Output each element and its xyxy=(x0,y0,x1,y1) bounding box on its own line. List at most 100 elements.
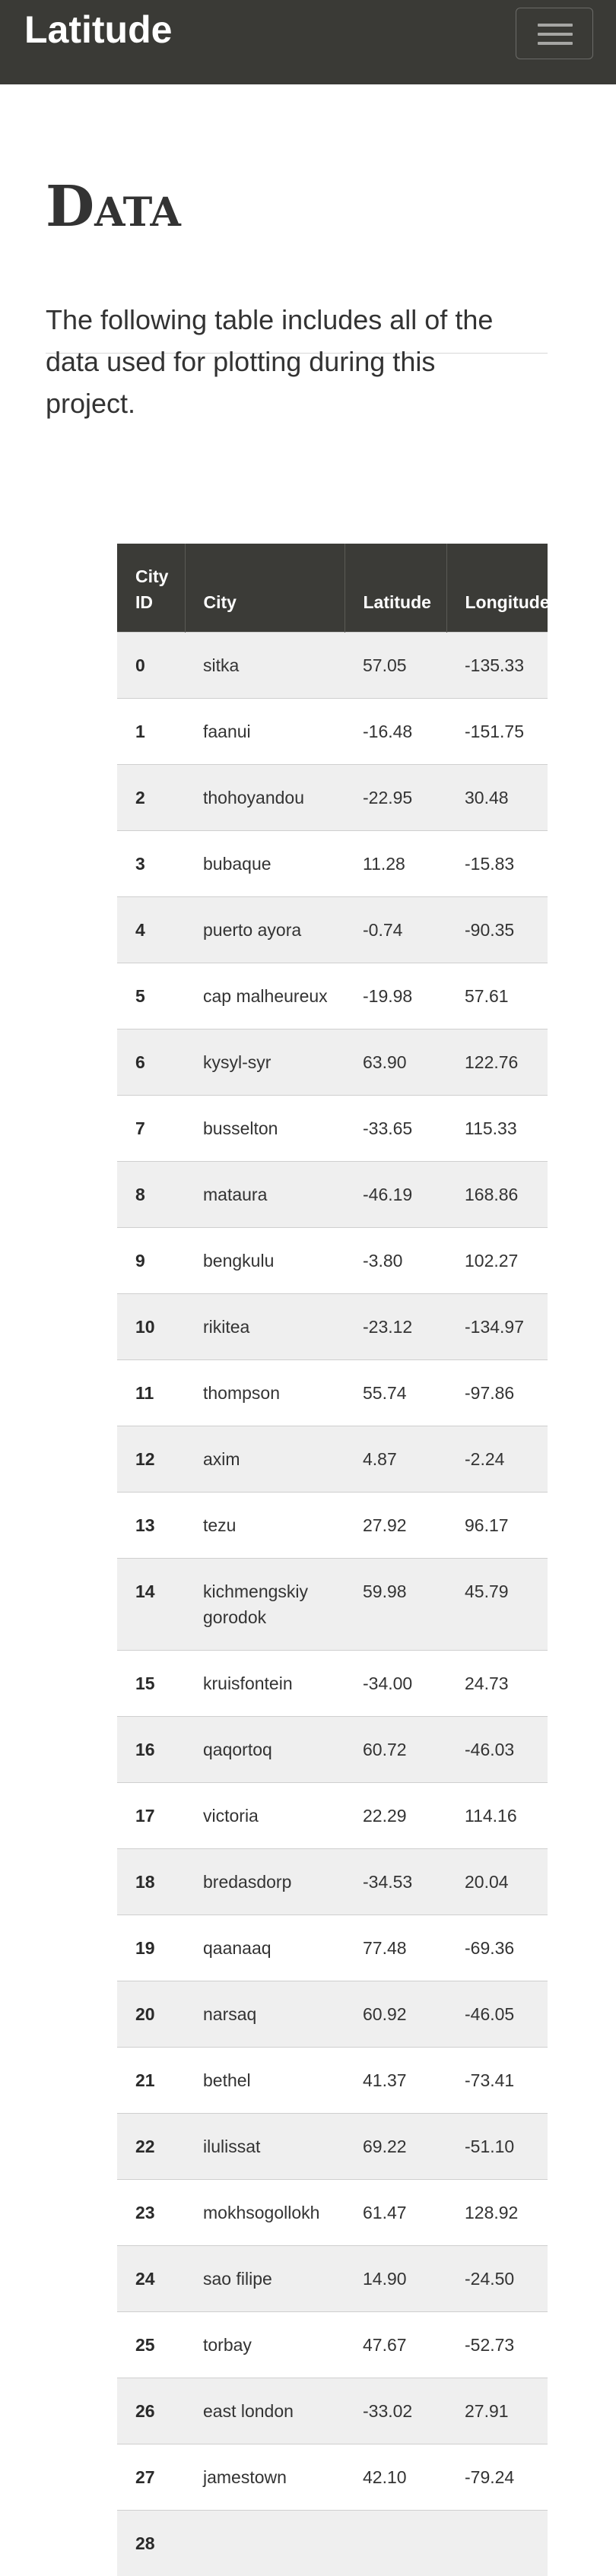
cell-city-id: 8 xyxy=(117,1162,185,1228)
cell-latitude: 59.98 xyxy=(345,1559,446,1651)
cell-city: mataura xyxy=(185,1162,345,1228)
hamburger-menu-icon xyxy=(538,24,573,27)
table-row: 28 xyxy=(117,2511,548,2576)
cell-city-id: 27 xyxy=(117,2444,185,2511)
cell-longitude: 114.16 xyxy=(446,1783,548,1849)
cell-longitude: -151.75 xyxy=(446,699,548,765)
cell-latitude: -3.80 xyxy=(345,1228,446,1294)
cell-city-id: 3 xyxy=(117,831,185,897)
cell-longitude: 122.76 xyxy=(446,1029,548,1096)
cell-city-id: 1 xyxy=(117,699,185,765)
cell-longitude: -51.10 xyxy=(446,2114,548,2180)
cell-city-id: 25 xyxy=(117,2312,185,2378)
cell-latitude: 42.10 xyxy=(345,2444,446,2511)
cell-city-id: 22 xyxy=(117,2114,185,2180)
cell-longitude: 20.04 xyxy=(446,1849,548,1915)
cell-city: tezu xyxy=(185,1493,345,1559)
cell-longitude: 115.33 xyxy=(446,1096,548,1162)
cell-latitude: -33.65 xyxy=(345,1096,446,1162)
cell-longitude: -79.24 xyxy=(446,2444,548,2511)
cell-city: sitka xyxy=(185,633,345,699)
cell-latitude xyxy=(345,2511,446,2576)
cell-longitude xyxy=(446,2511,548,2576)
cell-longitude: 96.17 xyxy=(446,1493,548,1559)
cell-latitude: -19.98 xyxy=(345,963,446,1029)
cell-city: ilulissat xyxy=(185,2114,345,2180)
cell-longitude: -134.97 xyxy=(446,1294,548,1360)
cell-city: rikitea xyxy=(185,1294,345,1360)
cell-city-id: 2 xyxy=(117,765,185,831)
cell-city-id: 11 xyxy=(117,1360,185,1426)
cell-latitude: -33.02 xyxy=(345,2378,446,2444)
cell-city: qaanaaq xyxy=(185,1915,345,1981)
cell-longitude: -2.24 xyxy=(446,1426,548,1493)
cell-longitude: 30.48 xyxy=(446,765,548,831)
brand-link[interactable]: Latitude xyxy=(24,8,172,52)
cell-city: cap malheureux xyxy=(185,963,345,1029)
cell-city: thohoyandou xyxy=(185,765,345,831)
cell-city-id: 24 xyxy=(117,2246,185,2312)
hamburger-menu-icon-bar xyxy=(538,33,573,36)
column-header-longitude: Longitude xyxy=(446,544,548,633)
cell-longitude: -73.41 xyxy=(446,2048,548,2114)
cell-longitude: -15.83 xyxy=(446,831,548,897)
cell-city: jamestown xyxy=(185,2444,345,2511)
cell-latitude: 61.47 xyxy=(345,2180,446,2246)
cell-city-id: 23 xyxy=(117,2180,185,2246)
cell-city-id: 17 xyxy=(117,1783,185,1849)
cell-city: east london xyxy=(185,2378,345,2444)
cell-city-id: 28 xyxy=(117,2511,185,2576)
column-header-city: City xyxy=(185,544,345,633)
cell-latitude: -0.74 xyxy=(345,897,446,963)
cell-longitude: -24.50 xyxy=(446,2246,548,2312)
column-header-city-id: City ID xyxy=(117,544,185,633)
cell-longitude: -97.86 xyxy=(446,1360,548,1426)
cell-latitude: -23.12 xyxy=(345,1294,446,1360)
cell-latitude: 77.48 xyxy=(345,1915,446,1981)
cell-city: kysyl-syr xyxy=(185,1029,345,1096)
cell-longitude: -69.36 xyxy=(446,1915,548,1981)
cell-latitude: 11.28 xyxy=(345,831,446,897)
cell-city: sao filipe xyxy=(185,2246,345,2312)
cell-latitude: -34.00 xyxy=(345,1651,446,1717)
cell-latitude: 60.72 xyxy=(345,1717,446,1783)
cell-city: kruisfontein xyxy=(185,1651,345,1717)
menu-toggle-button[interactable] xyxy=(516,8,593,59)
cell-latitude: -46.19 xyxy=(345,1162,446,1228)
cell-city xyxy=(185,2511,345,2576)
cell-latitude: 69.22 xyxy=(345,2114,446,2180)
cell-longitude: 27.91 xyxy=(446,2378,548,2444)
cell-city: mokhsogollokh xyxy=(185,2180,345,2246)
cell-city: victoria xyxy=(185,1783,345,1849)
top-navbar: Latitude xyxy=(0,0,616,84)
cell-city-id: 0 xyxy=(117,633,185,699)
cell-longitude: 102.27 xyxy=(446,1228,548,1294)
cell-longitude: -46.03 xyxy=(446,1717,548,1783)
cell-city: torbay xyxy=(185,2312,345,2378)
cell-city-id: 19 xyxy=(117,1915,185,1981)
column-header-latitude: Latitude xyxy=(345,544,446,633)
cell-city: narsaq xyxy=(185,1981,345,2048)
